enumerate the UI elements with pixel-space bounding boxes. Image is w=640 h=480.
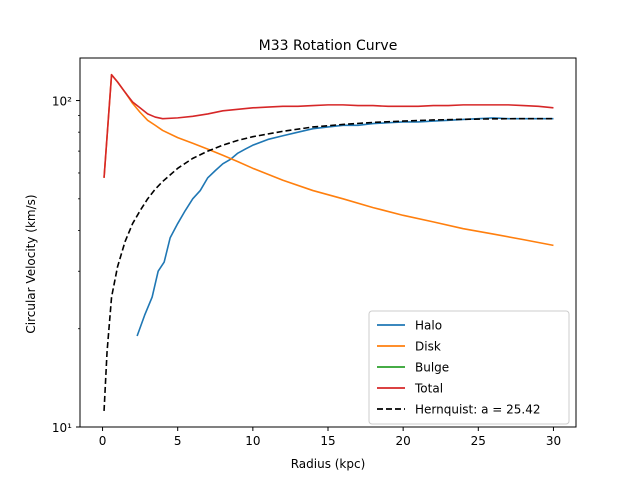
x-axis-label: Radius (kpc): [291, 457, 366, 471]
legend-box: [368, 310, 570, 425]
x-tick-label: 30: [546, 434, 561, 448]
legend: Halo Disk Bulge Total Hernquist: a = 25.42: [368, 310, 570, 425]
y-tick-label: 10¹: [52, 421, 72, 435]
legend-label-disk: Disk: [415, 340, 441, 354]
legend-label-bulge: Bulge: [415, 361, 449, 375]
legend-label-total: Total: [414, 382, 443, 396]
series-line-disk: [103, 73, 554, 247]
x-tick-label: 15: [320, 434, 335, 448]
y-tick-label: 10²: [52, 95, 72, 109]
legend-label-hernquist: Hernquist: a = 25.42: [415, 403, 541, 417]
series-line-total: [103, 73, 554, 178]
series-line-halo: [136, 117, 554, 337]
x-tick-label: 25: [471, 434, 486, 448]
legend-label-halo: Halo: [415, 319, 442, 333]
series-layer: [103, 73, 554, 411]
axes-layer: 0 5 10 15 20 25 30 10¹ 10²: [52, 57, 577, 448]
y-axis-label: Circular Velocity (km/s): [24, 194, 38, 333]
x-tick-label: 10: [245, 434, 260, 448]
chart-title: M33 Rotation Curve: [259, 38, 398, 54]
series-line-hernquist: [103, 117, 554, 411]
x-tick-label: 20: [396, 434, 411, 448]
x-tick-label: 5: [174, 434, 182, 448]
x-tick-label: 0: [99, 434, 107, 448]
